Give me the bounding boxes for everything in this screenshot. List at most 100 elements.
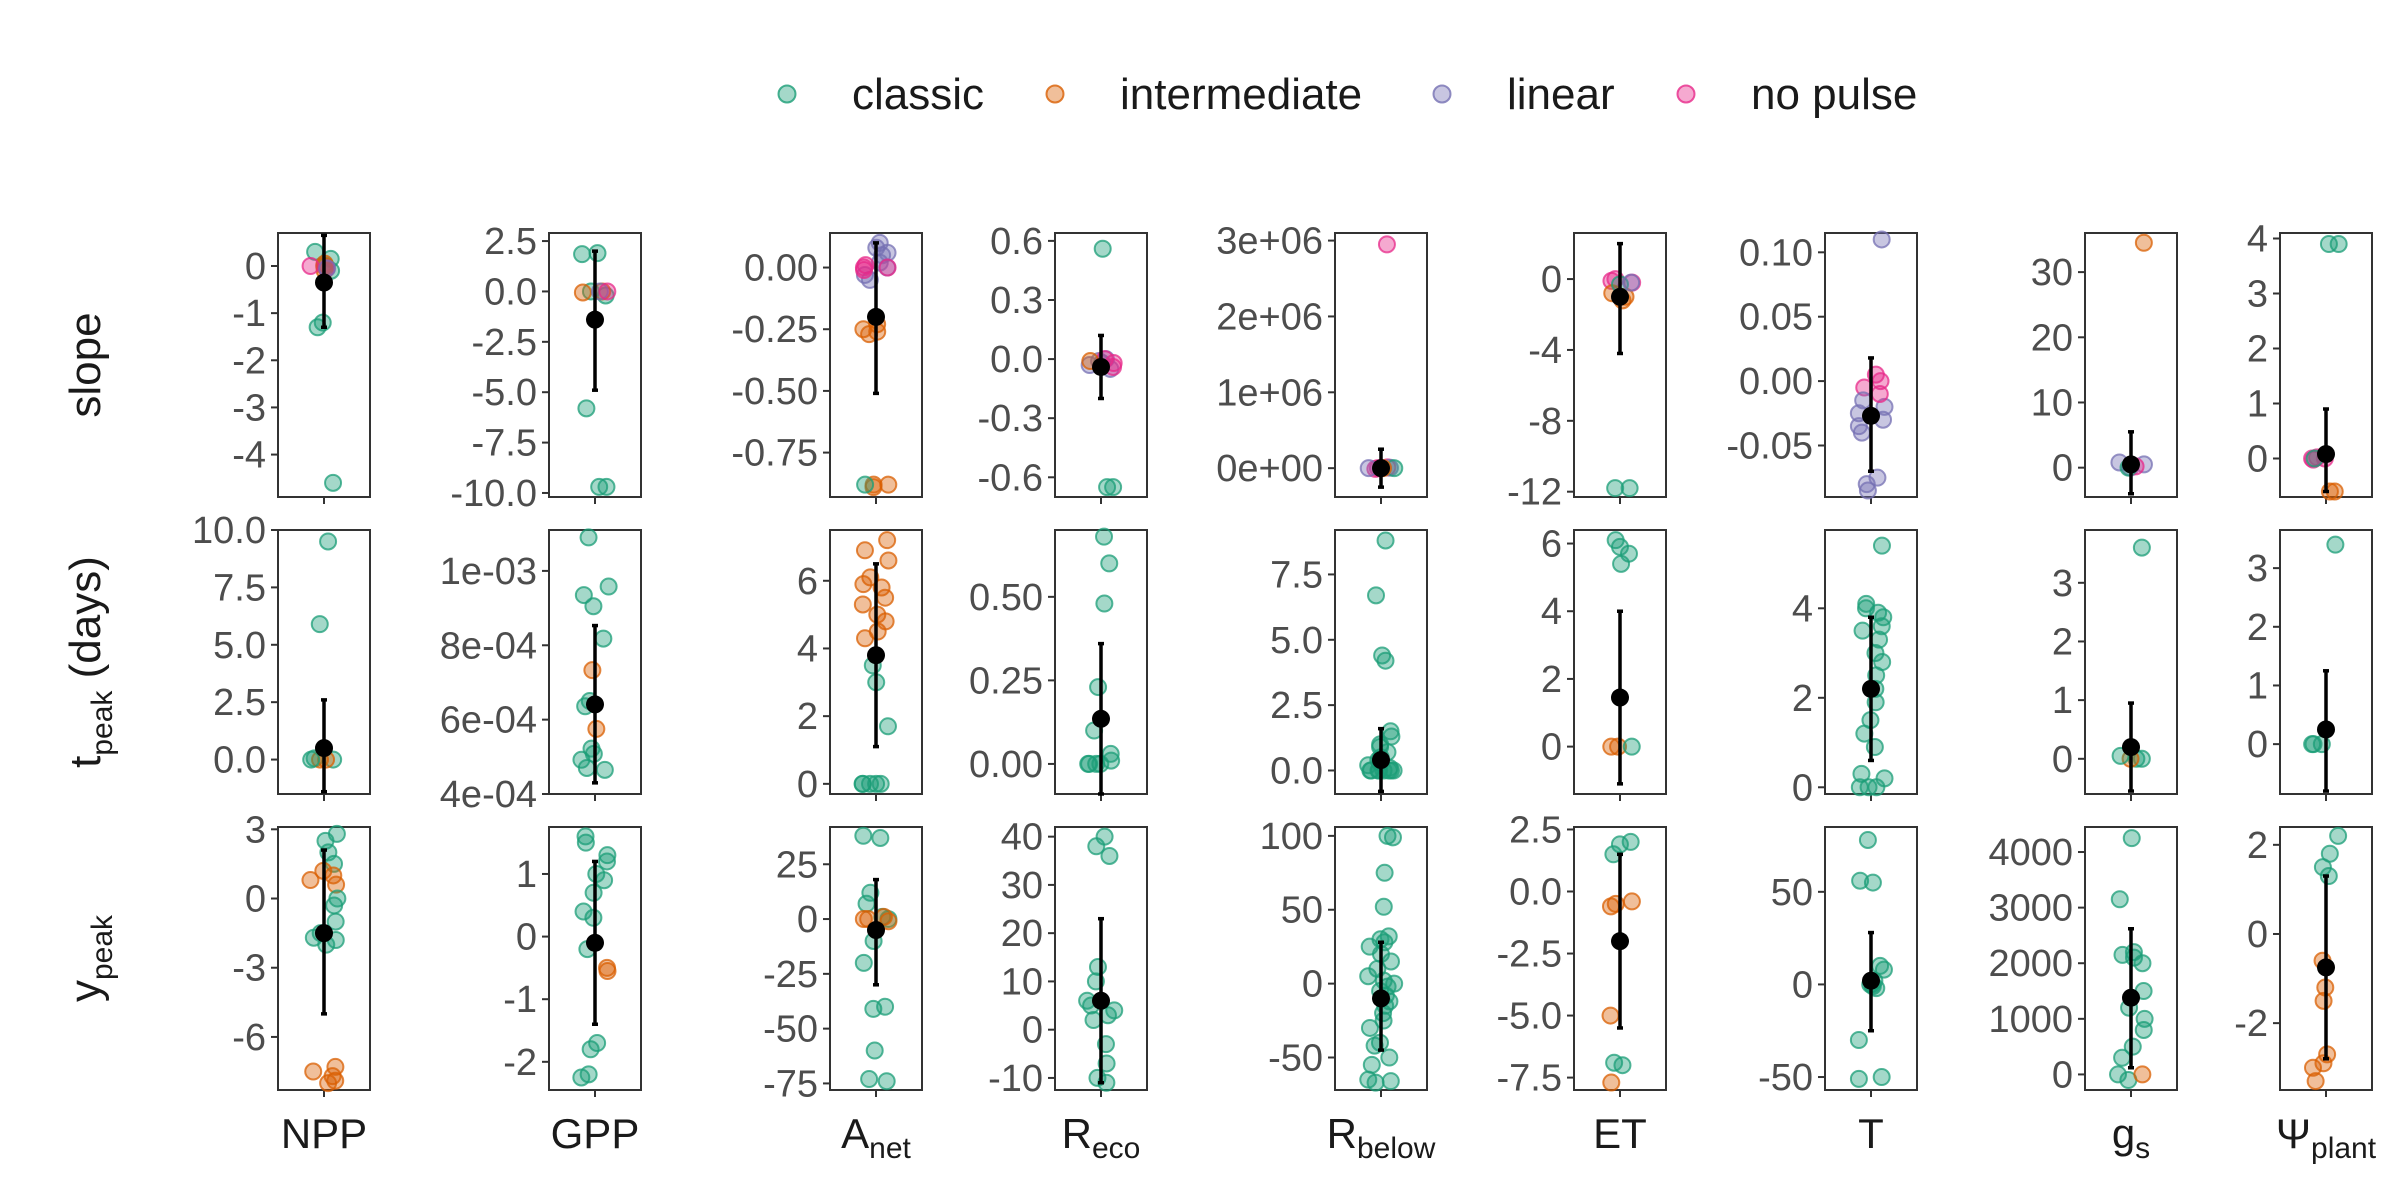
data-point-classic <box>1366 1073 1385 1092</box>
data-point-classic <box>588 1034 607 1053</box>
y-tick-label: 0.00 <box>1739 361 1813 403</box>
mean-point <box>586 695 604 714</box>
data-point-classic <box>1612 554 1631 573</box>
column-label-gs: gs <box>2112 1110 2150 1165</box>
y-tick-label: 3 <box>2247 548 2268 590</box>
column-label-ET: ET <box>1593 1110 1647 1157</box>
data-point-classic <box>599 577 618 596</box>
panel-slope-T: 0.10 0.05 0.00 -0.05 <box>1726 230 1918 504</box>
data-point-classic <box>1621 832 1640 851</box>
y-tick-label: 10 <box>1001 961 1043 1003</box>
data-point-classic <box>1100 554 1119 573</box>
data-point-no-pulse <box>301 257 320 275</box>
data-point-classic <box>1613 1056 1632 1075</box>
y-tick-label: 2 <box>797 696 818 738</box>
legend-label-intermediate: intermediate <box>1120 70 1362 119</box>
data-point-linear <box>1858 481 1877 500</box>
data-point-classic <box>1089 678 1108 697</box>
data-point-classic <box>2122 829 2141 848</box>
data-point-classic <box>2329 235 2348 253</box>
mean-point <box>1611 932 1629 951</box>
data-point-classic <box>1088 957 1107 976</box>
y-tick-label: -2 <box>232 340 266 382</box>
y-tick-label: 10 <box>2031 382 2073 424</box>
data-point-intermediate <box>879 551 898 570</box>
data-point-classic <box>1851 871 1870 890</box>
data-point-linear <box>1857 475 1876 494</box>
y-tick-label: 0.25 <box>969 660 1043 702</box>
y-tick-label: 0 <box>2052 739 2073 781</box>
data-point-classic <box>574 586 593 605</box>
y-tick-label: -50 <box>1268 1037 1323 1079</box>
y-tick-label: 0 <box>1541 727 1562 769</box>
y-tick-label: 0 <box>797 899 818 941</box>
y-tick-label: 0.6 <box>990 221 1043 263</box>
data-point-classic <box>2313 858 2332 877</box>
y-tick-label: 2 <box>2247 607 2268 649</box>
data-point-classic <box>878 717 897 736</box>
row-strip-label-tpeak: tpeak (days) <box>61 556 119 768</box>
data-point-classic <box>1376 651 1395 670</box>
y-tick-label: -5.0 <box>1497 996 1562 1038</box>
column-label-Psiplant: Ψplant <box>2276 1110 2377 1165</box>
y-tick-label: 0e+00 <box>1216 448 1323 490</box>
y-tick-label: 1 <box>2247 665 2268 707</box>
mean-point <box>586 933 604 952</box>
data-point-classic <box>2113 1048 2132 1067</box>
y-tick-label: 2 <box>2247 329 2268 371</box>
panel-tpeak-gs: 3 2 1 0 <box>2052 529 2178 801</box>
panel-slope-GPP: 2.5 0.0 -2.5 -5.0 -7.5 -10.0 <box>450 221 642 515</box>
y-tick-label: 1 <box>2247 384 2268 426</box>
mean-point <box>2122 738 2140 757</box>
y-tick-label: 0 <box>1302 964 1323 1006</box>
mean-point <box>2122 988 2140 1007</box>
data-point-intermediate <box>327 875 346 894</box>
panel-tpeak-T: 4 2 0 <box>1792 529 1918 809</box>
data-point-linear <box>1854 391 1873 410</box>
data-point-classic <box>584 597 603 616</box>
panel-tpeak-Anet: 6 4 2 0 <box>797 529 923 806</box>
data-point-classic <box>1098 478 1117 497</box>
data-point-classic <box>598 846 617 865</box>
y-tick-label: 1000 <box>1988 999 2073 1041</box>
y-tick-label: -0.75 <box>731 433 818 475</box>
data-point-classic <box>877 1072 896 1091</box>
data-point-classic <box>576 827 595 846</box>
y-tick-label: -1 <box>503 979 537 1021</box>
column-label-NPP: NPP <box>281 1110 367 1157</box>
data-point-intermediate <box>319 1074 338 1093</box>
data-point-linear <box>1622 273 1641 292</box>
y-tick-label: -3 <box>232 948 266 990</box>
data-point-intermediate <box>876 588 895 607</box>
data-point-classic <box>577 758 596 777</box>
data-point-classic <box>1863 873 1882 892</box>
legend-key-classic <box>777 84 797 104</box>
mean-point <box>1862 679 1880 698</box>
y-tick-label: 2.5 <box>1509 809 1562 851</box>
legend-key-no-pulse <box>1676 84 1696 104</box>
data-point-no-pulse <box>598 282 617 301</box>
y-tick-label: 6e-04 <box>440 700 537 742</box>
y-tick-label: -1 <box>232 293 266 335</box>
data-point-classic <box>1853 621 1872 640</box>
data-point-intermediate <box>879 475 898 494</box>
y-tick-label: -50 <box>1758 1057 1813 1099</box>
data-point-classic <box>853 774 872 793</box>
data-point-classic <box>1362 1055 1381 1074</box>
y-tick-label: -10.0 <box>450 473 537 515</box>
data-point-classic <box>588 244 607 263</box>
row-strip-label-ypeak: ypeak <box>61 914 119 1002</box>
y-tick-label: 4 <box>797 628 818 670</box>
y-tick-label: 1 <box>2052 680 2073 722</box>
panel-slope-Anet: 0.00 -0.25 -0.50 -0.75 <box>731 232 923 504</box>
y-tick-label: 1e-03 <box>440 551 537 593</box>
legend-label-linear: linear <box>1507 70 1615 119</box>
row-strip-tpeak: tpeak (days) <box>61 556 119 768</box>
mean-point <box>1862 971 1880 990</box>
data-point-classic <box>2326 535 2345 554</box>
mean-point <box>315 273 333 292</box>
y-tick-label: 2 <box>1541 659 1562 701</box>
mean-point <box>1611 287 1629 306</box>
y-tick-label: 3 <box>2052 563 2073 605</box>
data-point-classic <box>1620 479 1639 498</box>
